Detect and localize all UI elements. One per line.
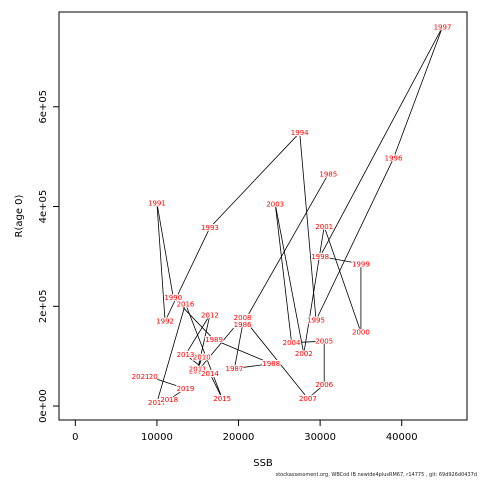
point-label-1991: 1991 <box>148 200 166 208</box>
segment-2016-2017 <box>156 303 186 403</box>
y-tick-label-200000: 2e+05 <box>38 289 49 323</box>
segment-2011-2012 <box>197 314 211 370</box>
footer-note: stockassessment.org, WBCod IB newide4plu… <box>275 472 477 478</box>
point-label-2015: 2015 <box>213 395 231 403</box>
segment-1990-1991 <box>156 202 174 298</box>
segment-1997-1998 <box>319 26 443 257</box>
point-label-2016: 2016 <box>177 300 195 308</box>
segment-2008-2009 <box>197 316 243 372</box>
segment-2017-2018 <box>156 399 170 403</box>
point-label-2008: 2008 <box>234 314 252 322</box>
segment-2015-2016 <box>185 303 223 399</box>
x-tick-label-20000: 20000 <box>223 432 255 443</box>
point-label-2002: 2002 <box>295 350 313 358</box>
point-label-1997: 1997 <box>434 23 452 31</box>
point-label-2019: 2019 <box>177 385 195 393</box>
x-axis-label: SSB <box>253 458 273 469</box>
point-label-1999: 1999 <box>352 260 370 268</box>
segment-2002-2003 <box>274 203 305 354</box>
segment-1994-1995 <box>299 132 317 321</box>
y-tick-label-600000: 6e+05 <box>38 90 49 124</box>
segment-1998-1999 <box>320 256 361 265</box>
y-axis-label: R(age 0) <box>14 194 25 237</box>
segment-2001-2002 <box>303 226 325 354</box>
x-tick-label-0: 0 <box>72 432 78 443</box>
segment-1991-1992 <box>156 203 166 322</box>
point-label-1987: 1987 <box>226 365 244 373</box>
point-label-2020: 2020 <box>140 373 158 381</box>
point-label-2018: 2018 <box>160 396 178 404</box>
point-label-1989: 1989 <box>205 336 223 344</box>
x-tick-label-40000: 40000 <box>386 432 418 443</box>
segment-2013-2014 <box>185 354 211 374</box>
segment-1993-1994 <box>209 132 301 228</box>
x-tick-label-10000: 10000 <box>141 432 173 443</box>
point-label-1990: 1990 <box>164 294 182 302</box>
segment-2019-2020 <box>148 376 186 389</box>
point-label-2006: 2006 <box>315 381 333 389</box>
segment-1985-1986 <box>242 173 329 325</box>
point-label-2010: 2010 <box>193 354 211 362</box>
segment-2014-2015 <box>209 373 223 399</box>
point-label-1994: 1994 <box>291 129 309 137</box>
year-labels: 1985 1986 1987 1988 1989 1990 1991 1992 1993 1994… <box>131 22 453 408</box>
segment-1989-1990 <box>172 297 215 340</box>
point-label-2021: 2021 <box>132 373 150 381</box>
segment-1992-1993 <box>164 227 211 322</box>
y-tick-label-400000: 4e+05 <box>38 190 49 224</box>
point-label-2004: 2004 <box>283 339 301 347</box>
point-label-2007: 2007 <box>299 395 317 403</box>
point-label-2013: 2013 <box>177 351 195 359</box>
point-label-2003: 2003 <box>266 201 284 209</box>
point-label-2001: 2001 <box>315 223 333 231</box>
segment-1987-1988 <box>234 363 272 370</box>
y-tick-label-0: 0e+00 <box>38 389 49 423</box>
plot-frame <box>58 11 468 421</box>
segment-1996-1997 <box>393 26 443 159</box>
segment-2003-2004 <box>274 203 292 343</box>
segment-1995-1996 <box>315 157 394 321</box>
segment-2007-2008 <box>242 317 309 399</box>
point-label-1986: 1986 <box>234 321 252 329</box>
segment-2006-2007 <box>307 384 325 399</box>
point-label-1996: 1996 <box>385 155 403 163</box>
point-label-1993: 1993 <box>201 224 219 232</box>
point-label-1998: 1998 <box>311 253 329 261</box>
point-label-2011: 2011 <box>189 366 207 374</box>
segment-1988-1989 <box>213 339 272 365</box>
point-label-2017: 2017 <box>148 399 166 407</box>
x-tick-label-30000: 30000 <box>304 432 336 443</box>
point-label-1985: 1985 <box>319 171 337 179</box>
point-label-2000: 2000 <box>352 329 370 337</box>
connecting-lines <box>140 26 443 403</box>
point-label-2009: 2009 <box>189 368 207 376</box>
point-label-1992: 1992 <box>156 318 174 326</box>
segment-2000-2001 <box>323 226 362 333</box>
segment-2004-2005 <box>291 340 325 344</box>
point-label-2012: 2012 <box>201 311 219 319</box>
point-label-1995: 1995 <box>307 317 325 325</box>
segment-2018-2019 <box>168 388 186 400</box>
point-label-1988: 1988 <box>262 360 280 368</box>
segment-1986-1987 <box>234 324 243 369</box>
point-label-2014: 2014 <box>201 370 219 378</box>
point-label-2005: 2005 <box>315 338 333 346</box>
